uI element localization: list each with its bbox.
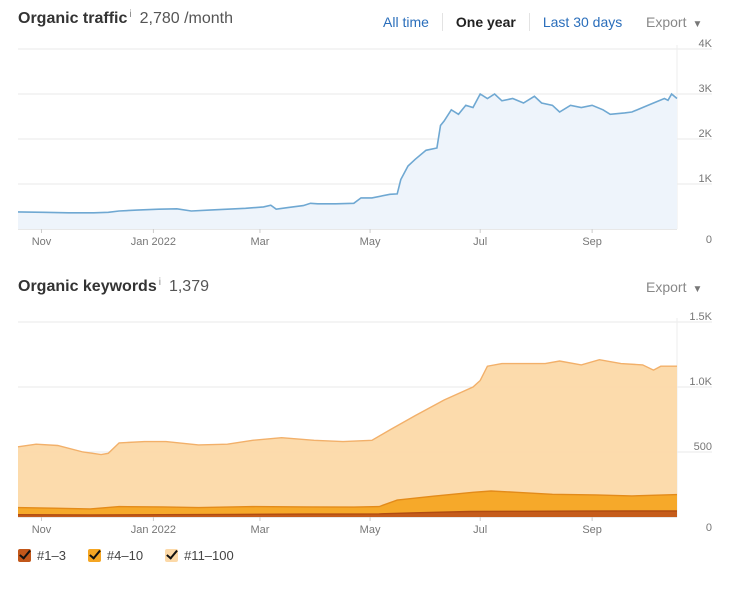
y-tick-label: 500: [694, 441, 712, 453]
x-tick-label: Nov: [32, 524, 52, 536]
series-area-0: [18, 94, 677, 229]
keywords-value: 1,379: [168, 278, 209, 295]
series-line-0: [17, 92, 678, 214]
series-line-0: [17, 358, 677, 456]
keywords-title: Organic keywords: [18, 278, 157, 295]
organic-traffic-chart: 0 1K 2K 3K 4K Nov Jan 2022 Mar May Jul Sep: [17, 38, 713, 248]
x-tick-label: Jul: [473, 524, 487, 536]
x-tick-label: Jul: [473, 236, 487, 248]
y-tick-label: 3K: [699, 83, 713, 95]
tab-divider: [441, 13, 443, 31]
traffic-value: 2,780 /month: [139, 10, 233, 27]
series-area-0: [18, 359, 677, 517]
x-tick-label: May: [360, 236, 381, 248]
checkbox-icon[interactable]: [165, 549, 179, 562]
x-tick-label: Nov: [32, 236, 52, 248]
y-tick-label: 0: [706, 234, 712, 246]
legend-label: #11–100: [184, 548, 234, 563]
keywords-info-icon[interactable]: i: [158, 277, 161, 288]
series-area-1: [18, 491, 677, 517]
export-label: Export: [646, 14, 687, 30]
keywords-export-button[interactable]: Export ▼: [646, 279, 702, 295]
y-tick-label: 4K: [699, 38, 713, 50]
organic-keywords-chart: 0 500 1.0K 1.5K Nov Jan 2022 Mar May Jul Sep: [17, 311, 713, 536]
x-tick-label: Jan 2022: [131, 524, 176, 536]
legend-label: #4–10: [106, 548, 144, 563]
x-tick-label: May: [360, 524, 381, 536]
series-line-1: [17, 490, 678, 510]
chevron-down-icon: ▼: [692, 284, 703, 295]
traffic-header: Organic traffic i 2,780 /month: [18, 9, 233, 28]
checkbox-icon[interactable]: [18, 549, 31, 562]
y-tick-label: 1K: [699, 173, 713, 185]
traffic-export-button[interactable]: Export ▼: [646, 14, 702, 30]
export-label: Export: [646, 279, 687, 295]
keywords-legend: #1–3 #4–10 #11–100: [18, 548, 256, 563]
tab-divider: [528, 13, 530, 31]
legend-item-4-10[interactable]: #4–10: [87, 548, 144, 563]
y-tick-label: 1.5K: [689, 311, 712, 323]
legend-item-top3[interactable]: #1–3: [18, 548, 66, 563]
checkbox-icon[interactable]: [87, 549, 101, 562]
tab-all-time[interactable]: All time: [383, 14, 429, 30]
y-tick-label: 1.0K: [689, 376, 712, 388]
keywords-header: Organic keywords i 1,379: [18, 277, 209, 296]
y-tick-label: 2K: [699, 128, 713, 140]
chevron-down-icon: ▼: [692, 19, 703, 30]
x-tick-label: Jan 2022: [131, 236, 176, 248]
x-tick-label: Sep: [582, 524, 602, 536]
date-range-tabs: All time One year Last 30 days: [383, 13, 622, 31]
series-line-2: [17, 510, 677, 516]
legend-label: #1–3: [37, 548, 66, 563]
y-tick-label: 0: [706, 522, 712, 534]
legend-item-11-100[interactable]: #11–100: [165, 548, 234, 563]
x-tick-label: Mar: [250, 524, 269, 536]
traffic-title: Organic traffic: [18, 10, 128, 27]
tab-last-30-days[interactable]: Last 30 days: [542, 14, 623, 30]
tab-one-year[interactable]: One year: [455, 14, 516, 30]
x-tick-label: Mar: [250, 236, 269, 248]
traffic-info-icon[interactable]: i: [129, 9, 132, 20]
x-tick-label: Sep: [582, 236, 602, 248]
